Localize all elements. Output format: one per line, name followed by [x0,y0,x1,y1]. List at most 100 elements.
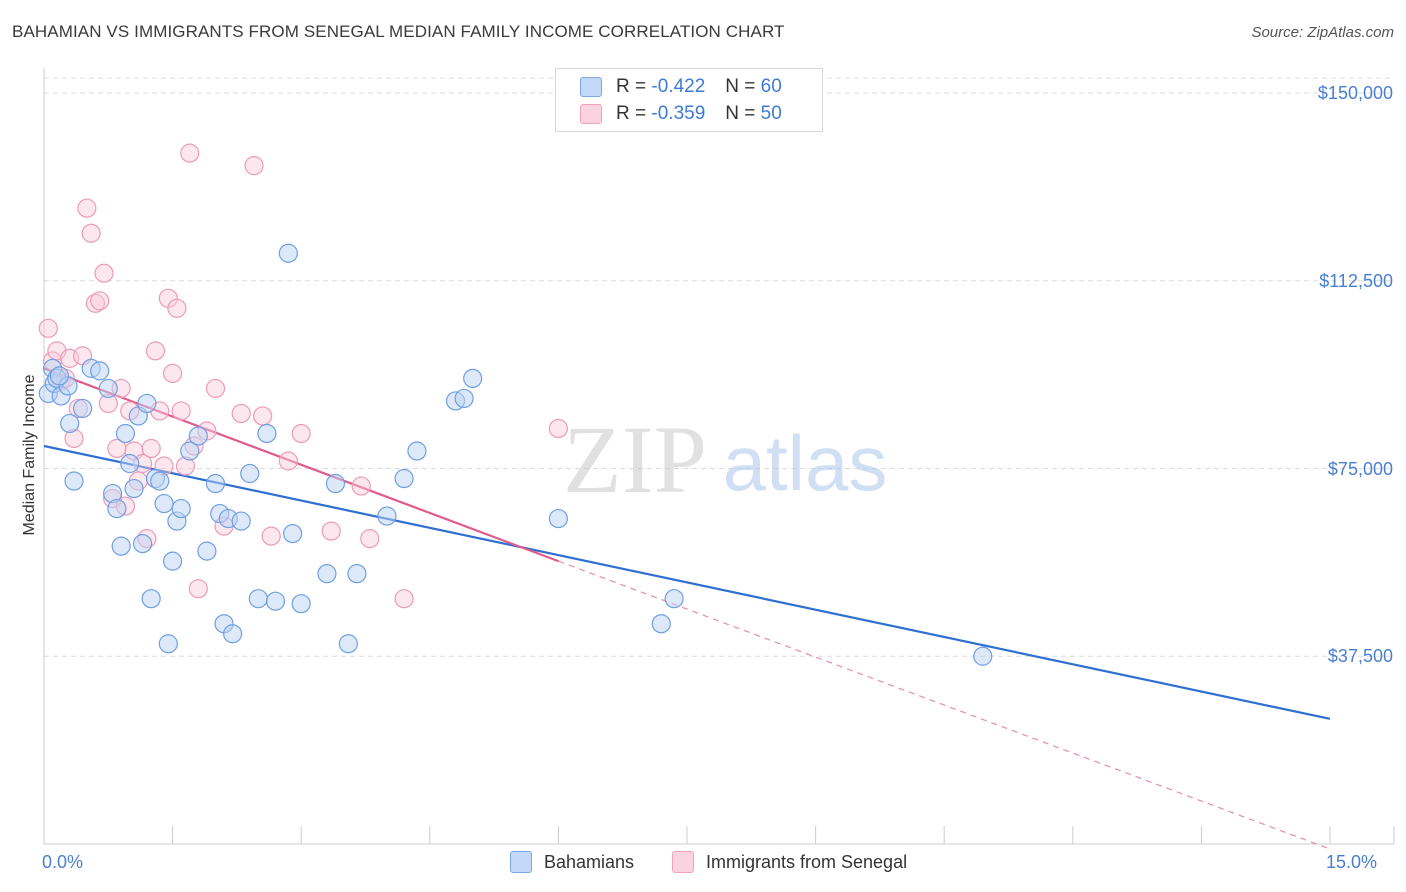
axes [43,68,1395,845]
watermark-atlas: atlas [723,419,888,507]
data-point-bahamians [278,243,298,263]
legend-n-value: 50 [760,103,782,124]
data-point-senegal [171,401,191,421]
correlation-legend: R = -0.422 N = 60 R = -0.359 N = 50 [555,68,823,132]
legend-n-label: N = [725,76,756,97]
data-point-bahamians [347,564,367,584]
data-point-senegal [244,156,264,176]
x-tick-label-min: 0.0% [42,852,84,872]
data-point-senegal [145,341,166,361]
legend-n-label: N = [725,103,756,124]
data-point-senegal [261,526,281,546]
data-point-bahamians [137,393,157,414]
data-point-bahamians [49,366,70,386]
data-point-senegal [360,529,380,549]
data-point-bahamians [154,493,174,514]
data-point-bahamians [325,473,346,494]
y-tick-label: $37,500 [1327,646,1393,667]
legend-label: Immigrants from Senegal [706,851,908,872]
data-point-senegal [548,418,569,439]
data-point-senegal [321,521,341,541]
chart-source: Source: ZipAtlas.com [1251,24,1394,41]
data-point-bahamians [111,536,131,556]
legend-label: Bahamians [544,851,635,872]
data-point-bahamians [265,591,286,611]
data-point-bahamians [291,594,311,614]
data-point-bahamians [98,378,118,399]
data-point-senegal [291,423,311,444]
legend-r-value: -0.422 [651,76,706,97]
data-point-bahamians [197,541,217,561]
data-point-senegal [231,403,251,424]
data-point-bahamians [205,473,226,494]
legend-row-bahamians: R = -0.422 N = 60 [580,74,782,100]
legend-r-label: R = [616,76,647,97]
trend-line-bahamians [43,444,1331,720]
trend-line-senegal [43,367,559,563]
data-point-senegal [141,438,161,459]
data-point-bahamians [973,646,993,666]
data-point-senegal [180,143,200,163]
data-point-bahamians [548,508,569,529]
trend-line-senegal-extension [558,560,1331,850]
legend-swatch-pink [580,104,602,124]
data-point-bahamians [231,511,251,531]
data-point-senegal [205,378,226,399]
data-point-bahamians [115,423,136,444]
data-point-bahamians [120,453,140,474]
data-point-bahamians [72,398,93,419]
data-point-bahamians [463,368,483,388]
data-point-bahamians [223,624,243,644]
legend-n-value: 60 [760,76,782,97]
data-point-bahamians [651,614,671,634]
data-point-senegal [351,476,371,496]
data-point-senegal [253,406,273,426]
watermark-zip: ZIP [563,406,707,513]
data-point-senegal [94,263,114,283]
series-bahamians-points [38,243,993,666]
data-point-senegal [77,198,97,218]
data-point-bahamians [248,589,268,609]
data-point-bahamians [163,551,183,571]
bottom-legend-bahamians: Bahamians [510,851,634,873]
data-point-bahamians [180,441,200,461]
data-point-bahamians [90,361,110,381]
data-point-bahamians [377,506,397,526]
data-point-bahamians [240,463,260,484]
legend-swatch-blue [580,77,602,97]
data-point-bahamians [132,534,153,554]
data-point-senegal [81,223,101,243]
data-point-bahamians [338,634,358,654]
legend-swatch-pink [672,851,694,873]
data-point-senegal [90,291,110,311]
data-point-bahamians [158,634,178,654]
data-point-bahamians [107,498,127,519]
data-point-bahamians [283,523,303,544]
data-point-senegal [278,451,298,471]
data-point-senegal [163,363,183,383]
x-tick-label-max: 15.0% [1326,852,1378,872]
data-point-bahamians [150,471,170,491]
data-point-senegal [394,589,414,609]
y-tick-label: $75,000 [1327,458,1393,479]
data-point-bahamians [188,426,208,446]
y-tick-label: $150,000 [1317,83,1393,104]
data-point-bahamians [171,498,191,519]
legend-r-label: R = [616,103,647,124]
data-point-bahamians [664,589,684,609]
data-point-bahamians [124,478,144,499]
legend-row-senegal: R = -0.359 N = 50 [580,101,782,127]
data-point-bahamians [454,388,474,409]
trend-lines [43,367,1331,850]
data-point-senegal [38,318,58,338]
data-point-bahamians [257,423,277,444]
data-point-bahamians [60,413,80,434]
data-point-bahamians [407,441,427,461]
data-point-bahamians [64,471,84,491]
bottom-legend-senegal: Immigrants from Senegal [672,851,907,873]
y-tick-label: $112,500 [1319,270,1393,291]
data-point-bahamians [317,564,337,584]
watermark: ZIP atlas [563,406,887,513]
data-point-senegal [188,579,208,599]
data-point-bahamians [394,468,414,489]
